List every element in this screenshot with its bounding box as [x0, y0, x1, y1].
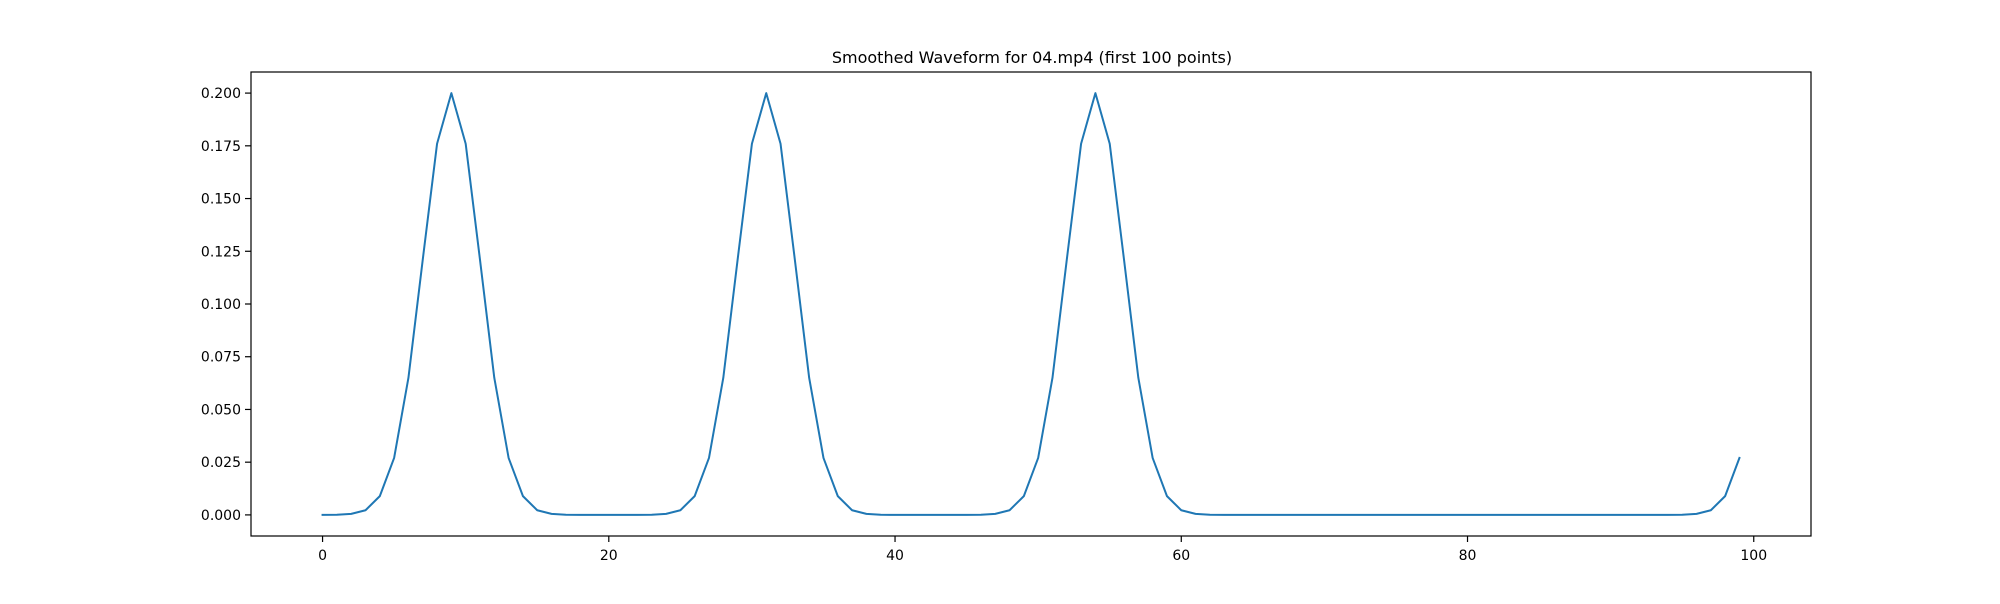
y-tick-label: 0.150 — [201, 192, 241, 208]
chart-title: Smoothed Waveform for 04.mp4 (first 100 … — [832, 48, 1232, 67]
x-tick-label: 0 — [318, 548, 327, 564]
y-tick-label: 0.025 — [201, 455, 241, 471]
y-tick-label: 0.200 — [201, 86, 241, 102]
y-tick-label: 0.100 — [201, 297, 241, 313]
x-tick-label: 80 — [1459, 548, 1477, 564]
y-tick-label: 0.000 — [201, 508, 241, 524]
y-tick-label: 0.175 — [201, 139, 241, 155]
x-tick-label: 20 — [600, 548, 618, 564]
x-tick-label: 60 — [1172, 548, 1190, 564]
series-line — [321, 92, 1741, 516]
y-tick-label: 0.050 — [201, 402, 241, 418]
series-layer — [321, 92, 1741, 516]
y-tick-label: 0.075 — [201, 350, 241, 366]
x-axis: 0 20 40 60 80 100 — [318, 536, 1767, 564]
y-axis: 0.000 0.025 0.050 0.075 0.100 0.125 0.150 0.175… — [201, 86, 251, 524]
y-tick-label: 0.125 — [201, 244, 241, 260]
x-tick-label: 40 — [886, 548, 904, 564]
x-tick-label: 100 — [1740, 548, 1767, 564]
